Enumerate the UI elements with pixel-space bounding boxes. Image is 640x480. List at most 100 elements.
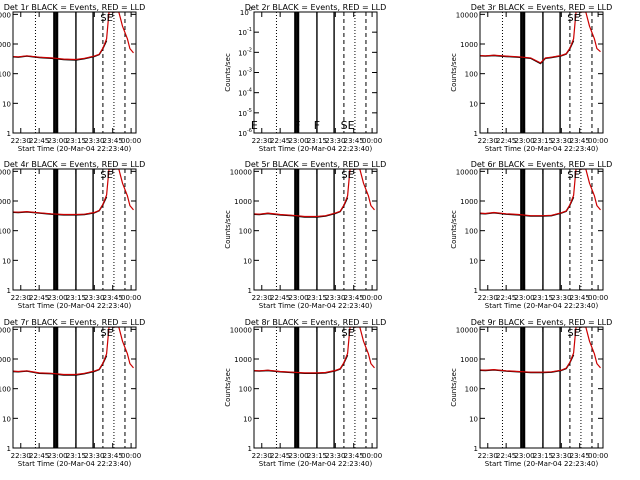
y-tick-label: 1000 xyxy=(460,356,478,364)
panel-title: Det 4r BLACK = Events, RED = LLD xyxy=(4,160,146,169)
x-tick-label: 23:15 xyxy=(533,294,553,302)
y-tick-label: 1000 xyxy=(460,41,478,49)
x-tick-label: 22:30 xyxy=(478,294,498,302)
x-tick-label: 22:30 xyxy=(11,137,31,145)
x-tick-label: 23:15 xyxy=(307,137,327,145)
x-tick-label: 22:30 xyxy=(252,452,272,460)
x-tick-label: 23:15 xyxy=(307,294,327,302)
x-axis-label: Start Time (20-Mar-04 22:23:40) xyxy=(18,302,132,310)
panel-title: Det 7r BLACK = Events, RED = LLD xyxy=(4,318,146,327)
x-axis-label: Start Time (20-Mar-04 22:23:40) xyxy=(259,145,373,153)
series-line-lld xyxy=(254,327,375,374)
x-tick-label: 23:15 xyxy=(66,137,86,145)
y-tick-label: 10000 xyxy=(230,326,252,334)
plot-frame xyxy=(479,11,604,134)
y-tick-label: 1000 xyxy=(234,356,252,364)
y-tick-label: 10-6 xyxy=(238,128,252,138)
y-tick-label: 1 xyxy=(474,130,478,138)
y-tick-label: 1 xyxy=(7,287,11,295)
y-tick-label: 10 xyxy=(243,257,252,265)
panel-title: Det 5r BLACK = Events, RED = LLD xyxy=(245,160,387,169)
y-tick-label: 10-5 xyxy=(238,108,252,118)
y-tick-label: 100 xyxy=(0,386,11,394)
y-tick-label: 10-3 xyxy=(238,68,252,78)
x-tick-label: 23:00 xyxy=(47,452,67,460)
y-tick-label: 1 xyxy=(474,445,478,453)
series-line-lld xyxy=(480,327,601,373)
x-tick-label: 23:30 xyxy=(325,294,345,302)
x-tick-label: 23:45 xyxy=(103,137,123,145)
region-annotation: SE xyxy=(567,170,580,181)
x-tick-label: 23:15 xyxy=(533,137,553,145)
x-tick-label: 23:45 xyxy=(344,294,364,302)
plot-frame xyxy=(253,326,378,449)
region-annotation: SE xyxy=(567,13,580,24)
y-tick-label: 1000 xyxy=(0,198,11,206)
region-annotation: SE xyxy=(341,328,354,339)
x-tick-label: 23:30 xyxy=(551,452,571,460)
region-annotation: F xyxy=(294,119,300,132)
x-tick-label: 22:45 xyxy=(270,452,290,460)
x-tick-label: 23:30 xyxy=(551,294,571,302)
x-tick-label: 23:30 xyxy=(551,137,571,145)
y-axis-label: Counts/sec xyxy=(450,368,458,407)
x-tick-label: 22:45 xyxy=(29,137,49,145)
x-tick-label: 00:00 xyxy=(121,137,141,145)
x-tick-label: 23:45 xyxy=(570,294,590,302)
region-annotation: SE xyxy=(567,328,580,339)
x-tick-label: 23:00 xyxy=(288,294,308,302)
plot-frame xyxy=(12,11,137,134)
x-tick-label: 22:30 xyxy=(478,452,498,460)
x-tick-label: 22:45 xyxy=(496,294,516,302)
y-tick-label: 100 xyxy=(239,228,252,236)
x-tick-label: 00:00 xyxy=(588,452,608,460)
y-tick-label: 100 xyxy=(0,71,11,79)
y-tick-label: 100 xyxy=(465,71,478,79)
x-tick-label: 23:15 xyxy=(66,452,86,460)
y-tick-label: 10-4 xyxy=(238,88,252,98)
x-tick-label: 22:30 xyxy=(252,294,272,302)
x-tick-label: 00:00 xyxy=(362,137,382,145)
y-tick-label: 10000 xyxy=(456,168,478,176)
x-tick-label: 22:45 xyxy=(29,452,49,460)
x-tick-label: 23:45 xyxy=(570,452,590,460)
y-tick-label: 10 xyxy=(469,100,478,108)
y-tick-label: 100 xyxy=(240,7,252,17)
x-tick-label: 23:45 xyxy=(103,294,123,302)
panel-title: Det 3r BLACK = Events, RED = LLD xyxy=(471,3,613,12)
y-tick-label: 10000 xyxy=(0,326,11,334)
x-axis-label: Start Time (20-Mar-04 22:23:40) xyxy=(18,460,132,468)
x-tick-label: 00:00 xyxy=(362,452,382,460)
y-axis-label: Counts/sec xyxy=(450,210,458,249)
region-annotation: SE xyxy=(100,13,113,24)
y-axis-label: Counts/sec xyxy=(224,53,232,92)
x-tick-label: 22:45 xyxy=(496,137,516,145)
x-tick-label: 23:15 xyxy=(533,452,553,460)
y-tick-label: 1 xyxy=(474,287,478,295)
y-tick-label: 1 xyxy=(248,445,252,453)
x-axis-label: Start Time (20-Mar-04 22:23:40) xyxy=(259,460,373,468)
x-tick-label: 23:15 xyxy=(307,452,327,460)
y-tick-label: 10 xyxy=(243,415,252,423)
y-tick-label: 10 xyxy=(2,415,11,423)
y-tick-label: 1 xyxy=(248,287,252,295)
y-tick-label: 10-2 xyxy=(238,47,252,57)
x-tick-label: 23:00 xyxy=(514,137,534,145)
x-tick-label: 22:30 xyxy=(478,137,498,145)
x-axis-label: Start Time (20-Mar-04 22:23:40) xyxy=(485,460,599,468)
series-line-lld xyxy=(480,169,601,217)
series-line-lld xyxy=(13,327,134,376)
plot-frame xyxy=(253,168,378,291)
x-tick-label: 23:00 xyxy=(514,294,534,302)
panel-title: Det 6r BLACK = Events, RED = LLD xyxy=(471,160,613,169)
y-axis-label: Counts/sec xyxy=(450,53,458,92)
y-tick-label: 100 xyxy=(0,228,11,236)
y-axis-label: Counts/sec xyxy=(224,368,232,407)
region-annotation: SE xyxy=(100,328,113,339)
